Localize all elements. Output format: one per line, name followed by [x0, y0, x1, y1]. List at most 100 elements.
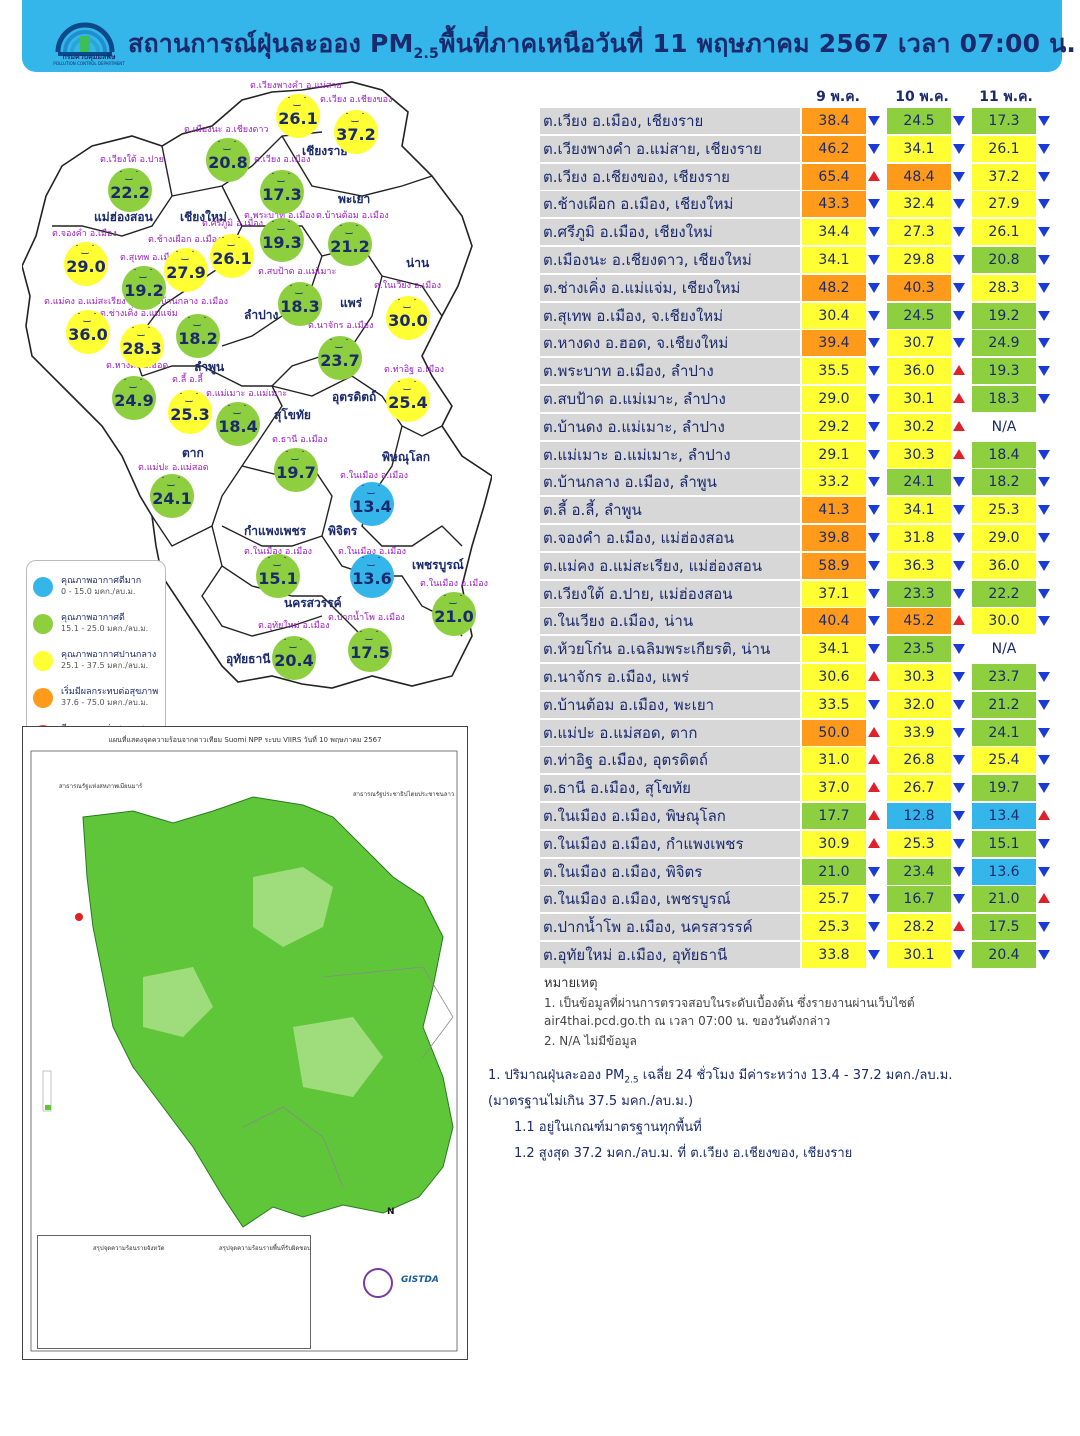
bubble-value: 20.8: [208, 153, 248, 172]
trend-down-arrow-icon: [868, 894, 880, 905]
smiley-face-icon: ˙‿˙: [118, 171, 142, 181]
trend-down-arrow-icon: [868, 116, 880, 126]
trend-up-arrow-icon: [953, 921, 965, 932]
table-row: ต.แม่คง อ.แม่สะเรียง, แม่ฮ่องสอน 58.9 36.3…: [540, 552, 1060, 579]
station-site-label: ต.เวียงพางคำ อ.แม่สาย: [250, 81, 342, 91]
bubble-value: 22.2: [110, 183, 150, 202]
table-row: ต.สุเทพ อ.เมือง, จ.เชียงใหม่ 30.4 24.5 19.2: [540, 302, 1060, 329]
station-name-cell: ต.ปากน้ำโพ อ.เมือง, นครสวรรค์: [540, 914, 800, 941]
trend-down-arrow-icon: [953, 143, 965, 154]
station-site-label: ต.ธานี อ.เมือง: [272, 435, 328, 445]
pm25-value-bubble: ˙‿˙ 36.0: [66, 310, 110, 354]
pm25-value-bubble: ˙‿˙ 30.0: [386, 296, 430, 340]
pm25-value-cell: 50.0: [802, 719, 866, 746]
trend-up-arrow-icon: [953, 615, 965, 626]
forest-cover-map: [30, 750, 458, 1352]
bubble-value: 24.1: [152, 489, 192, 508]
pm25-value-cell: 30.9: [802, 830, 866, 857]
note-2: 2. N/A ไม่มีข้อมูล: [544, 1034, 637, 1048]
pm25-value-cell: 16.7: [887, 886, 951, 913]
province-label: สุโขทัย: [274, 408, 311, 422]
legend-range: 25.1 - 37.5 มคก./ลบ.ม.: [61, 661, 149, 670]
pm25-value-cell: 30.7: [887, 330, 951, 357]
table-row: ต.ช่างเคิ่ง อ.แม่แจ่ม, เชียงใหม่ 48.2 40.3…: [540, 274, 1060, 301]
pm25-value-cell: 30.2: [887, 413, 951, 440]
trend-down-arrow-icon: [868, 533, 880, 543]
trend-down-arrow-icon: [1038, 505, 1050, 516]
province-label: เพชรบูรณ์: [412, 558, 464, 572]
viirs-hotspot-map: แผนที่แสดงจุดความร้อนจากดาวเทียม Suomi N…: [22, 726, 468, 1360]
trend-down-arrow-icon: [868, 505, 880, 516]
trend-down-arrow-icon: [953, 644, 965, 655]
pm25-value-cell: 37.2: [972, 163, 1036, 190]
station-site-label: ต.ในเมือง อ.เมือง: [244, 547, 312, 557]
smiley-face-icon: ˙‿˙: [130, 327, 154, 337]
table-row: ต.ลี้ อ.ลี้, ลำพูน 41.3 34.1 25.3: [540, 497, 1060, 524]
pm25-value-cell: 19.7: [972, 775, 1036, 802]
pm25-value-cell: 29.2: [802, 413, 866, 440]
note-1: 1. เป็นข้อมูลที่ผ่านการตรวจสอบในระดับเบื…: [544, 996, 915, 1010]
pm25-value-cell: 17.5: [972, 914, 1036, 941]
station-name-cell: ต.สุเทพ อ.เมือง, จ.เชียงใหม่: [540, 302, 800, 329]
smiley-face-icon: ˙‿˙: [288, 285, 312, 295]
pm25-value-cell: 25.3: [972, 497, 1036, 524]
bubble-value: 18.3: [280, 297, 320, 316]
trend-down-arrow-icon: [1038, 866, 1050, 877]
trend-down-arrow-icon: [1038, 338, 1050, 349]
trend-down-arrow-icon: [953, 727, 965, 738]
pm25-value-bubble: ˙‿˙ 25.4: [386, 378, 430, 422]
pm25-value-bubble: ˙‿˙ 13.4: [350, 482, 394, 526]
trend-down-arrow-icon: [953, 310, 965, 321]
summary-line-1-post: เฉลี่ย 24 ชั่วโมง มีค่าระหว่าง 13.4 - 37…: [642, 1068, 953, 1083]
pm25-value-cell: 34.1: [887, 497, 951, 524]
trend-up-arrow-icon: [1038, 810, 1050, 820]
pm25-value-cell: 30.3: [887, 441, 951, 468]
station-site-label: ต.เวียง อ.เมือง: [254, 155, 311, 165]
station-name-cell: ต.แม่เมาะ อ.แม่เมาะ, ลำปาง: [540, 441, 800, 468]
pm25-value-cell: 24.1: [972, 719, 1036, 746]
smiley-face-icon: ˙‿˙: [284, 451, 308, 461]
province-label: พะเยา: [338, 192, 371, 206]
table-row: ต.นาจักร อ.เมือง, แพร่ 30.6 30.3 23.7: [540, 664, 1060, 690]
trend-down-arrow-icon: [1038, 171, 1050, 182]
bubble-value: 23.7: [320, 351, 360, 370]
trend-down-arrow-icon: [868, 477, 880, 488]
bubble-value: 26.1: [278, 109, 318, 128]
station-name-cell: ต.ในเวียง อ.เมือง, น่าน: [540, 608, 800, 635]
pm25-value-cell: 18.3: [972, 386, 1036, 412]
station-name-cell: ต.จองคำ อ.เมือง, แม่ฮ่องสอน: [540, 525, 800, 551]
province-outline-map: [22, 81, 492, 689]
smiley-face-icon: ˙‿˙: [338, 225, 362, 235]
smiley-face-icon: ˙‿˙: [174, 251, 198, 261]
pm25-value-cell: 30.0: [972, 608, 1036, 635]
station-name-cell: ต.บ้านต้อม อ.เมือง, พะเยา: [540, 691, 800, 718]
station-site-label: ต.แม่ปะ อ.แม่สอด: [138, 463, 209, 473]
trend-down-arrow-icon: [868, 199, 880, 210]
pm25-value-bubble: ˙‿˙ 24.9: [112, 376, 156, 420]
legend-label: คุณภาพอากาศดี: [61, 613, 125, 623]
pm25-value-cell: 20.8: [972, 247, 1036, 273]
pm25-value-cell: 25.3: [802, 914, 866, 941]
smiley-face-icon: ˙‿˙: [74, 245, 98, 255]
table-row: ต.ศรีภูมิ อ.เมือง, เชียงใหม่ 34.4 27.3 26.1: [540, 219, 1060, 246]
station-site-label: ต.ศรีภูมิ อ.เมือง: [202, 219, 264, 229]
legend-item: คุณภาพอากาศปานกลาง 25.1 - 37.5 มคก./ลบ.ม.: [33, 647, 163, 679]
smiley-face-icon: ˙‿˙: [282, 639, 306, 649]
legend-range: 0 - 15.0 มคก./ลบ.ม.: [61, 587, 136, 596]
province-label: อุตรดิตถ์: [332, 390, 377, 404]
trend-down-arrow-icon: [1038, 950, 1050, 960]
pm25-value-bubble: ˙‿˙ 26.1: [276, 94, 320, 138]
smiley-face-icon: ˙‿˙: [396, 299, 420, 309]
station-name-cell: ต.อุทัยใหม่ อ.เมือง, อุทัยธานี: [540, 942, 800, 968]
pm25-value-bubble: ˙‿˙ 37.2: [334, 110, 378, 154]
title-suffix: พื้นที่ภาคเหนือวันที่ 11 พฤษภาคม 2567 เว…: [438, 29, 1077, 58]
bubble-value: 19.7: [276, 463, 316, 482]
pm25-value-bubble: ˙‿˙ 13.6: [350, 554, 394, 598]
pm25-value-cell: 26.1: [972, 135, 1036, 162]
viirs-summary-box: [37, 1235, 311, 1349]
pm25-value-cell: 30.4: [802, 302, 866, 329]
bubble-value: 30.0: [388, 311, 428, 330]
bubble-value: 29.0: [66, 257, 106, 276]
smiley-face-icon: ˙‿˙: [178, 393, 202, 403]
station-name-cell: ต.แม่คง อ.แม่สะเรียง, แม่ฮ่องสอน: [540, 552, 800, 579]
